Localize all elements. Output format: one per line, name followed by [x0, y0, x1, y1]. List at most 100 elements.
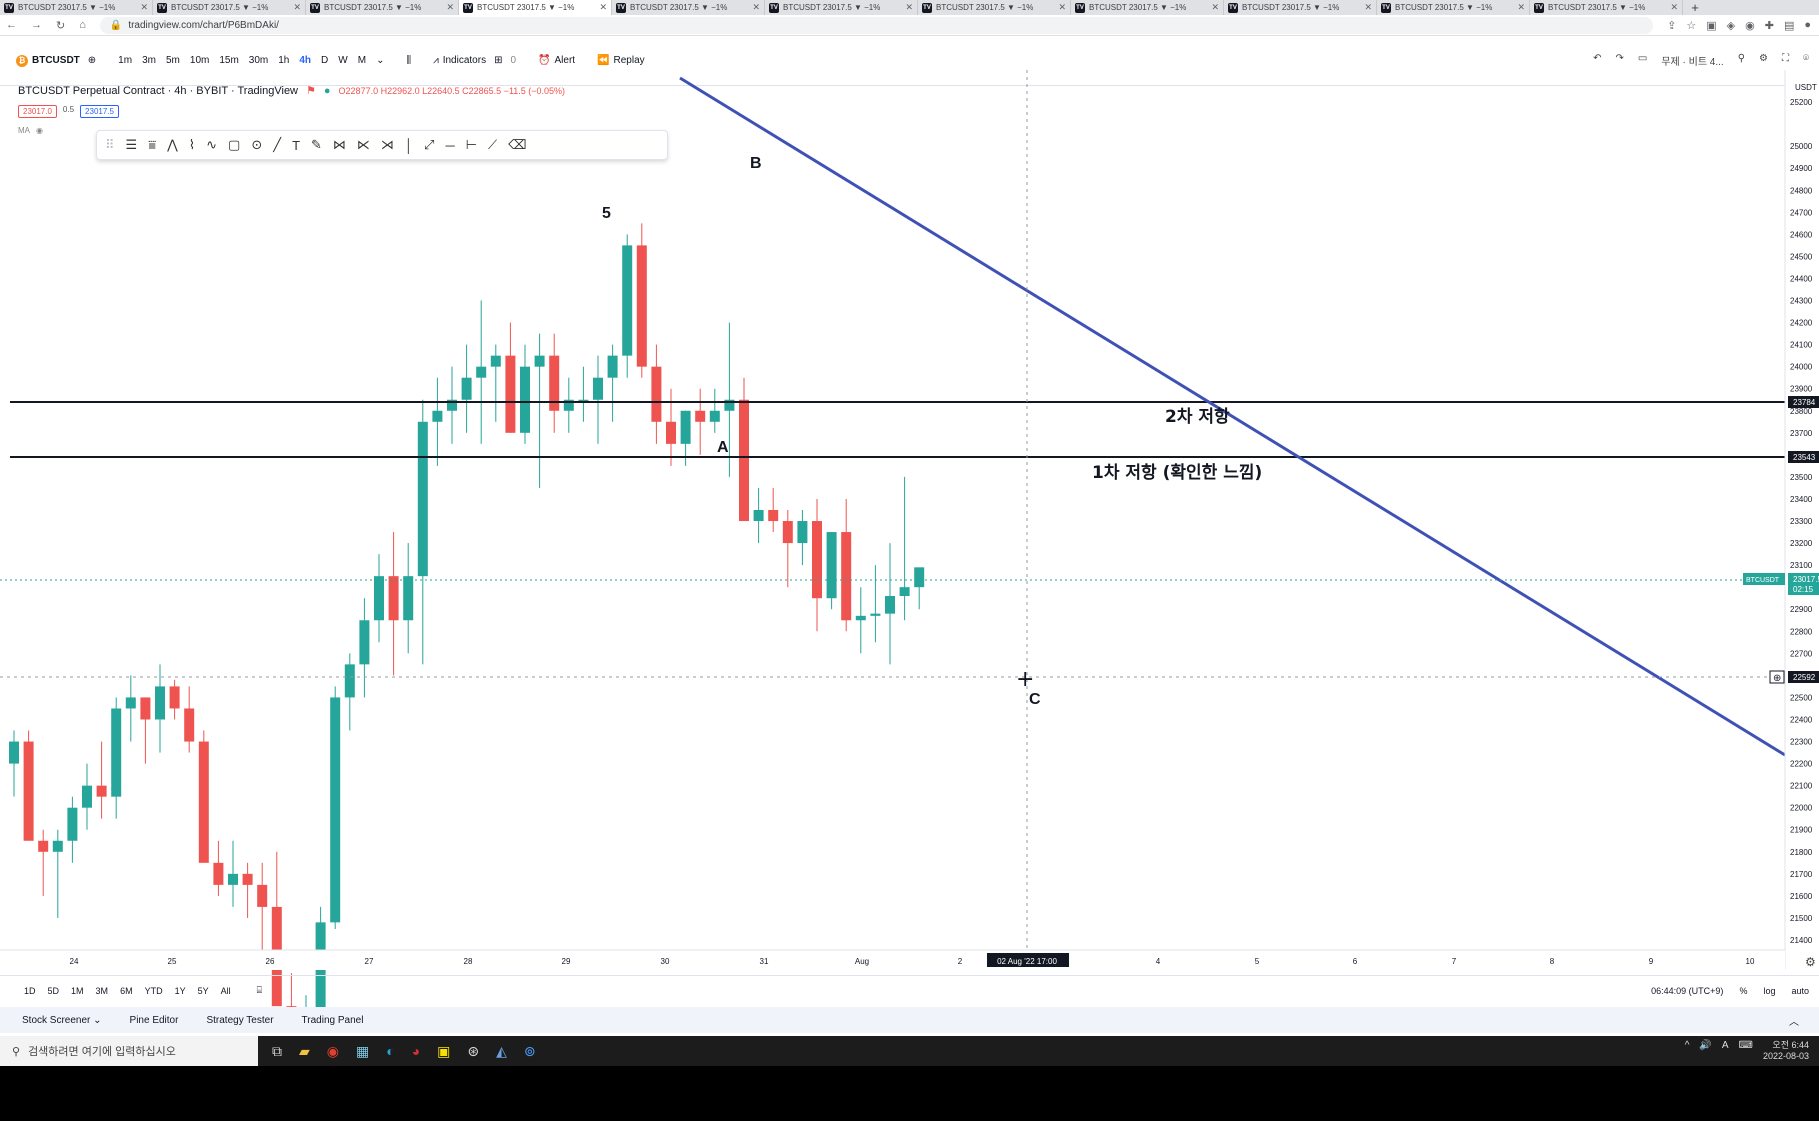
sidebar-icon[interactable]: ▤ — [1783, 19, 1795, 32]
goto-date-icon[interactable]: ⌸ — [256, 985, 263, 995]
close-icon[interactable]: ✕ — [1211, 2, 1219, 12]
templates-icon[interactable]: ⊞ — [494, 55, 503, 66]
downtrend-line[interactable] — [679, 76, 1786, 757]
keyboard-icon[interactable]: ⌨ — [1738, 1040, 1753, 1051]
app-icon[interactable]: ⊛ — [467, 1042, 480, 1059]
candle-body[interactable] — [782, 521, 793, 544]
percent-toggle[interactable]: % — [1739, 985, 1748, 996]
close-icon[interactable]: ✕ — [905, 2, 913, 12]
browser-tab[interactable]: TV BTCUSDT 23017.5 ▼ −1% ✕ — [1530, 0, 1683, 15]
wave-label-5[interactable]: 5 — [602, 205, 611, 222]
brush-icon[interactable]: ✎ — [311, 137, 322, 152]
wave-pattern-icon[interactable]: ⋀ — [167, 137, 178, 152]
candle-body[interactable] — [593, 377, 603, 400]
range-option[interactable]: 3M — [95, 985, 109, 996]
panel-tab[interactable]: Stock Screener ⌄ — [22, 1014, 102, 1026]
close-icon[interactable]: ✕ — [1517, 2, 1525, 12]
browser-tab[interactable]: TV BTCUSDT 23017.5 ▼ −1% ✕ — [1377, 0, 1530, 15]
resistance-1-label[interactable]: 1차 저항 (확인한 느낌) — [1092, 462, 1262, 483]
panel-tab[interactable]: Trading Panel — [301, 1014, 364, 1026]
auto-toggle[interactable]: auto — [1791, 985, 1809, 996]
interval-option[interactable]: 4h — [299, 55, 312, 66]
task-view-icon[interactable]: ⧉ — [272, 1042, 282, 1059]
candle-body[interactable] — [9, 741, 19, 764]
panel-tab[interactable]: Pine Editor — [129, 1014, 179, 1026]
buy-price[interactable]: 23017.5 — [80, 105, 119, 118]
log-toggle[interactable]: log — [1763, 985, 1776, 996]
candle-body[interactable] — [417, 421, 428, 577]
abcd-icon[interactable]: ⋉ — [356, 137, 370, 152]
candle-body[interactable] — [140, 697, 151, 720]
wave-label-a[interactable]: A — [717, 439, 729, 456]
interval-option[interactable]: W — [338, 55, 348, 66]
bookmark-star-icon[interactable]: ☆ — [1686, 19, 1697, 32]
panel-tab[interactable]: Strategy Tester — [206, 1014, 274, 1026]
candle-body[interactable] — [257, 884, 268, 907]
candle-body[interactable] — [914, 567, 925, 588]
candle-body[interactable] — [855, 615, 866, 621]
close-icon[interactable]: ✕ — [140, 2, 148, 12]
undo-icon[interactable]: ↶ — [1593, 53, 1602, 64]
app-icon[interactable]: ◕ — [411, 1042, 421, 1059]
candlestick-chart[interactable]: + 5 B A C 2차 저항 1차 저항 (확인한 느낌) USDT 2520… — [0, 70, 1819, 1026]
taskbar-clock[interactable]: 오전 6:44 2022-08-03 — [1763, 1040, 1809, 1062]
candle-body[interactable] — [213, 862, 224, 885]
close-icon[interactable]: ✕ — [1058, 2, 1066, 12]
ime-icon[interactable]: A — [1721, 1040, 1729, 1051]
circle-icon[interactable]: ⊙ — [251, 137, 263, 152]
candle-body[interactable] — [636, 245, 647, 367]
candle-body[interactable] — [403, 576, 414, 621]
candle-body[interactable] — [724, 399, 735, 411]
indicators-button[interactable]: ⩘ Indicators — [433, 55, 486, 66]
candle-body[interactable] — [680, 410, 691, 444]
range-option[interactable]: 1M — [71, 985, 84, 996]
candle-body[interactable] — [476, 366, 487, 378]
interval-option[interactable]: 30m — [248, 55, 269, 66]
head-shoulders-icon[interactable]: ⋊ — [380, 137, 394, 152]
wave-label-b[interactable]: B — [750, 155, 762, 172]
interval-option[interactable]: 1m — [118, 55, 133, 66]
candle-body[interactable] — [841, 532, 852, 621]
ruler-icon[interactable]: ⊢ — [465, 137, 477, 152]
chevron-down-icon[interactable]: ⌄ — [376, 55, 385, 66]
app-icon[interactable]: ▦ — [356, 1042, 370, 1059]
axis-settings-icon[interactable]: ⚙ — [1805, 955, 1816, 969]
profile-icon[interactable]: ● — [1804, 18, 1811, 31]
candle-body[interactable] — [739, 399, 749, 522]
candle-body[interactable] — [885, 596, 895, 614]
browser-tab[interactable]: TV BTCUSDT 23017.5 ▼ −1% ✕ — [765, 0, 918, 15]
close-icon[interactable]: ✕ — [1670, 2, 1678, 12]
candle-body[interactable] — [520, 366, 530, 433]
range-option[interactable]: 5Y — [197, 985, 209, 996]
vertical-line-icon[interactable]: │ — [404, 137, 414, 153]
fib-icon[interactable]: ☰ — [125, 137, 138, 152]
app-icon[interactable]: ⊚ — [523, 1042, 536, 1059]
layout-select-icon[interactable]: ▭ — [1637, 53, 1648, 64]
rectangle-icon[interactable]: ▢ — [228, 137, 241, 152]
browser-tab[interactable]: TV BTCUSDT 23017.5 ▼ −1% ✕ — [459, 0, 612, 15]
price-axis[interactable] — [1785, 70, 1819, 970]
collapse-panel-icon[interactable]: ︿ — [1789, 1016, 1799, 1028]
replay-button[interactable]: ⏪ Replay — [597, 55, 645, 66]
search-icon[interactable]: ⚲ — [1737, 53, 1746, 64]
browser-tab[interactable]: TV BTCUSDT 23017.5 ▼ −1% ✕ — [1224, 0, 1377, 15]
interval-option[interactable]: 10m — [189, 55, 210, 66]
kakaotalk-icon[interactable]: ▣ — [437, 1042, 451, 1059]
trend-line-icon[interactable]: ╱ — [273, 137, 282, 152]
range-option[interactable]: YTD — [144, 985, 163, 996]
candle-body[interactable] — [23, 741, 34, 841]
candle-body[interactable] — [490, 355, 501, 367]
volume-icon[interactable]: 🔊 — [1699, 1040, 1712, 1051]
drag-handle-icon[interactable]: ⠿ — [105, 137, 115, 152]
close-icon[interactable]: ✕ — [1364, 2, 1372, 12]
candle-body[interactable] — [812, 521, 822, 599]
back-icon[interactable]: ← — [6, 19, 17, 31]
file-explorer-icon[interactable]: ▰ — [299, 1042, 310, 1059]
browser-tab[interactable]: TV BTCUSDT 23017.5 ▼ −1% ✕ — [918, 0, 1071, 15]
candle-body[interactable] — [870, 613, 881, 616]
xabcd-icon[interactable]: ⋈ — [332, 137, 346, 152]
browser-tab[interactable]: TV BTCUSDT 23017.5 ▼ −1% ✕ — [612, 0, 765, 15]
candle-body[interactable] — [330, 697, 341, 923]
browser-tab[interactable]: TV BTCUSDT 23017.5 ▼ −1% ✕ — [306, 0, 459, 15]
candle-body[interactable] — [534, 355, 545, 367]
